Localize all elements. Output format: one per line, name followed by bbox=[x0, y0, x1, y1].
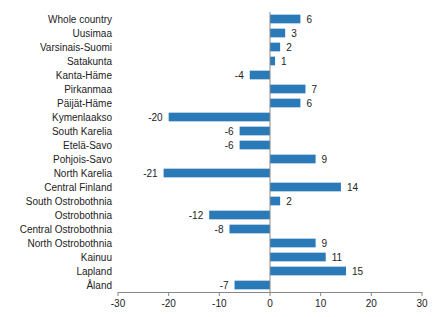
bar bbox=[235, 281, 270, 290]
bar bbox=[250, 71, 270, 80]
category-label: Kainuu bbox=[81, 252, 112, 263]
bars bbox=[164, 15, 346, 290]
data-label: -20 bbox=[148, 112, 163, 123]
bar bbox=[270, 43, 280, 52]
category-label: Uusimaa bbox=[73, 28, 113, 39]
bar bbox=[270, 29, 285, 38]
category-label: Etelä-Savo bbox=[63, 140, 112, 151]
tick bbox=[118, 292, 119, 296]
bar bbox=[270, 183, 341, 192]
bar bbox=[209, 211, 270, 220]
bar bbox=[270, 57, 275, 66]
tick-label: -30 bbox=[111, 298, 126, 309]
category-label: Pohjois-Savo bbox=[53, 154, 112, 165]
bar bbox=[229, 225, 270, 234]
bar bbox=[164, 169, 270, 178]
data-label: -6 bbox=[225, 140, 234, 151]
category-label: Satakunta bbox=[67, 56, 112, 67]
bar bbox=[270, 253, 326, 262]
data-label: -4 bbox=[235, 70, 244, 81]
data-label: -8 bbox=[215, 224, 224, 235]
data-label: -6 bbox=[225, 126, 234, 137]
category-label: Pirkanmaa bbox=[64, 84, 112, 95]
category-label: South Ostrobothnia bbox=[26, 196, 113, 207]
zero-line bbox=[270, 12, 271, 292]
category-label: North Karelia bbox=[54, 168, 113, 179]
category-label: Ostrobothnia bbox=[55, 210, 113, 221]
tick bbox=[371, 292, 372, 296]
tick bbox=[219, 292, 220, 296]
tick-label: -10 bbox=[212, 298, 227, 309]
category-label: South Karelia bbox=[52, 126, 112, 137]
category-label: Lapland bbox=[76, 266, 112, 277]
bar bbox=[270, 197, 280, 206]
bar bbox=[240, 127, 270, 136]
tick-label: -20 bbox=[161, 298, 176, 309]
category-label: North Ostrobothnia bbox=[28, 238, 113, 249]
category-label: Varsinais-Suomi bbox=[40, 42, 112, 53]
chart: -30 -20 -10 0 10 20 30 Whole country Uusimaa Vars… bbox=[0, 0, 442, 317]
data-label: -12 bbox=[189, 210, 204, 221]
bar bbox=[270, 155, 316, 164]
category-label: Kanta-Häme bbox=[56, 70, 113, 81]
bar bbox=[270, 99, 300, 108]
data-label: 11 bbox=[332, 252, 343, 263]
data-label: 6 bbox=[306, 98, 312, 109]
data-label: 3 bbox=[291, 28, 297, 39]
tick-label: 30 bbox=[416, 298, 428, 309]
tick-label: 10 bbox=[315, 298, 327, 309]
tick bbox=[422, 292, 423, 296]
data-label: -7 bbox=[220, 280, 229, 291]
tick bbox=[168, 292, 169, 296]
data-label: 7 bbox=[311, 84, 317, 95]
category-label: Central Finland bbox=[44, 182, 112, 193]
bar bbox=[270, 267, 346, 276]
tick bbox=[270, 292, 271, 296]
data-label: 9 bbox=[322, 238, 328, 249]
bar bbox=[270, 15, 300, 24]
category-label: Päijät-Häme bbox=[57, 98, 112, 109]
data-label: 14 bbox=[347, 182, 359, 193]
tick bbox=[320, 292, 321, 296]
data-label: 1 bbox=[281, 56, 287, 67]
bar bbox=[270, 239, 316, 248]
bar bbox=[240, 141, 270, 150]
tick-label: 0 bbox=[267, 298, 273, 309]
category-label: Åland bbox=[86, 279, 112, 291]
data-label: 15 bbox=[352, 266, 364, 277]
bar bbox=[270, 85, 305, 94]
data-label: 2 bbox=[286, 196, 292, 207]
data-label: 2 bbox=[286, 42, 292, 53]
data-label: 6 bbox=[306, 14, 312, 25]
tick-label: 20 bbox=[366, 298, 378, 309]
category-label: Kymenlaakso bbox=[52, 112, 112, 123]
category-label: Whole country bbox=[48, 14, 112, 25]
data-label: 9 bbox=[322, 154, 328, 165]
bar bbox=[169, 113, 270, 122]
category-label: Central Ostrobothnia bbox=[20, 224, 113, 235]
data-label: -21 bbox=[143, 168, 158, 179]
